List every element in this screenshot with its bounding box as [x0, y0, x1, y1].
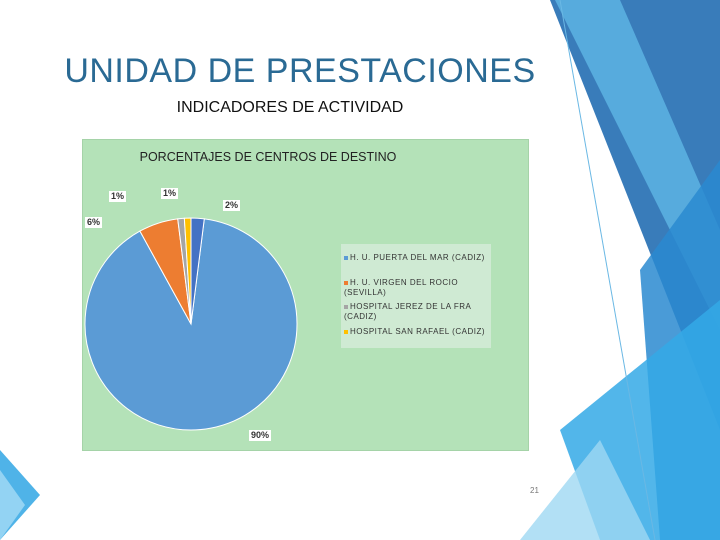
data-label: 1% — [161, 188, 179, 199]
legend-swatch — [344, 280, 348, 285]
legend-swatch — [344, 255, 348, 260]
legend-item: HOSPITAL JEREZ DE LA FRA (CADIZ) — [344, 302, 491, 322]
data-label: 6% — [85, 217, 103, 228]
pie-slice — [190, 217, 205, 325]
legend-item: H. U. PUERTA DEL MAR (CADIZ) — [344, 253, 485, 263]
legend-item: HOSPITAL SAN RAFAEL (CADIZ) — [344, 327, 485, 337]
deco-left-arrow-light — [0, 470, 25, 540]
chart-area: PORCENTAJES DE CENTROS DE DESTINO H. U. … — [82, 139, 529, 451]
legend-label: HOSPITAL SAN RAFAEL (CADIZ) — [350, 327, 486, 336]
legend-swatch — [344, 304, 348, 309]
data-label: 90% — [249, 430, 272, 441]
chart-legend: H. U. PUERTA DEL MAR (CADIZ) H. U. VIRGEN… — [341, 244, 491, 348]
pie-chart — [84, 217, 298, 431]
data-label: 1% — [109, 191, 127, 202]
page-number: 21 — [530, 486, 539, 495]
data-label: 2% — [223, 200, 241, 211]
legend-item: H. U. VIRGEN DEL ROCIO (SEVILLA) — [344, 278, 491, 298]
deco-line — [559, 0, 656, 540]
chart-title: PORCENTAJES DE CENTROS DE DESTINO — [139, 150, 397, 164]
slide-title: UNIDAD DE PRESTACIONES — [64, 52, 536, 90]
pie-slice — [84, 218, 298, 431]
slide-subtitle: INDICADORES DE ACTIVIDAD — [176, 99, 404, 116]
deco-shape-bottom-light — [520, 440, 650, 540]
legend-label: H. U. PUERTA DEL MAR (CADIZ) — [350, 253, 485, 262]
legend-label: H. U. VIRGEN DEL ROCIO (SEVILLA) — [344, 278, 459, 297]
legend-label: HOSPITAL JEREZ DE LA FRA (CADIZ) — [344, 302, 471, 321]
legend-swatch — [344, 329, 348, 334]
